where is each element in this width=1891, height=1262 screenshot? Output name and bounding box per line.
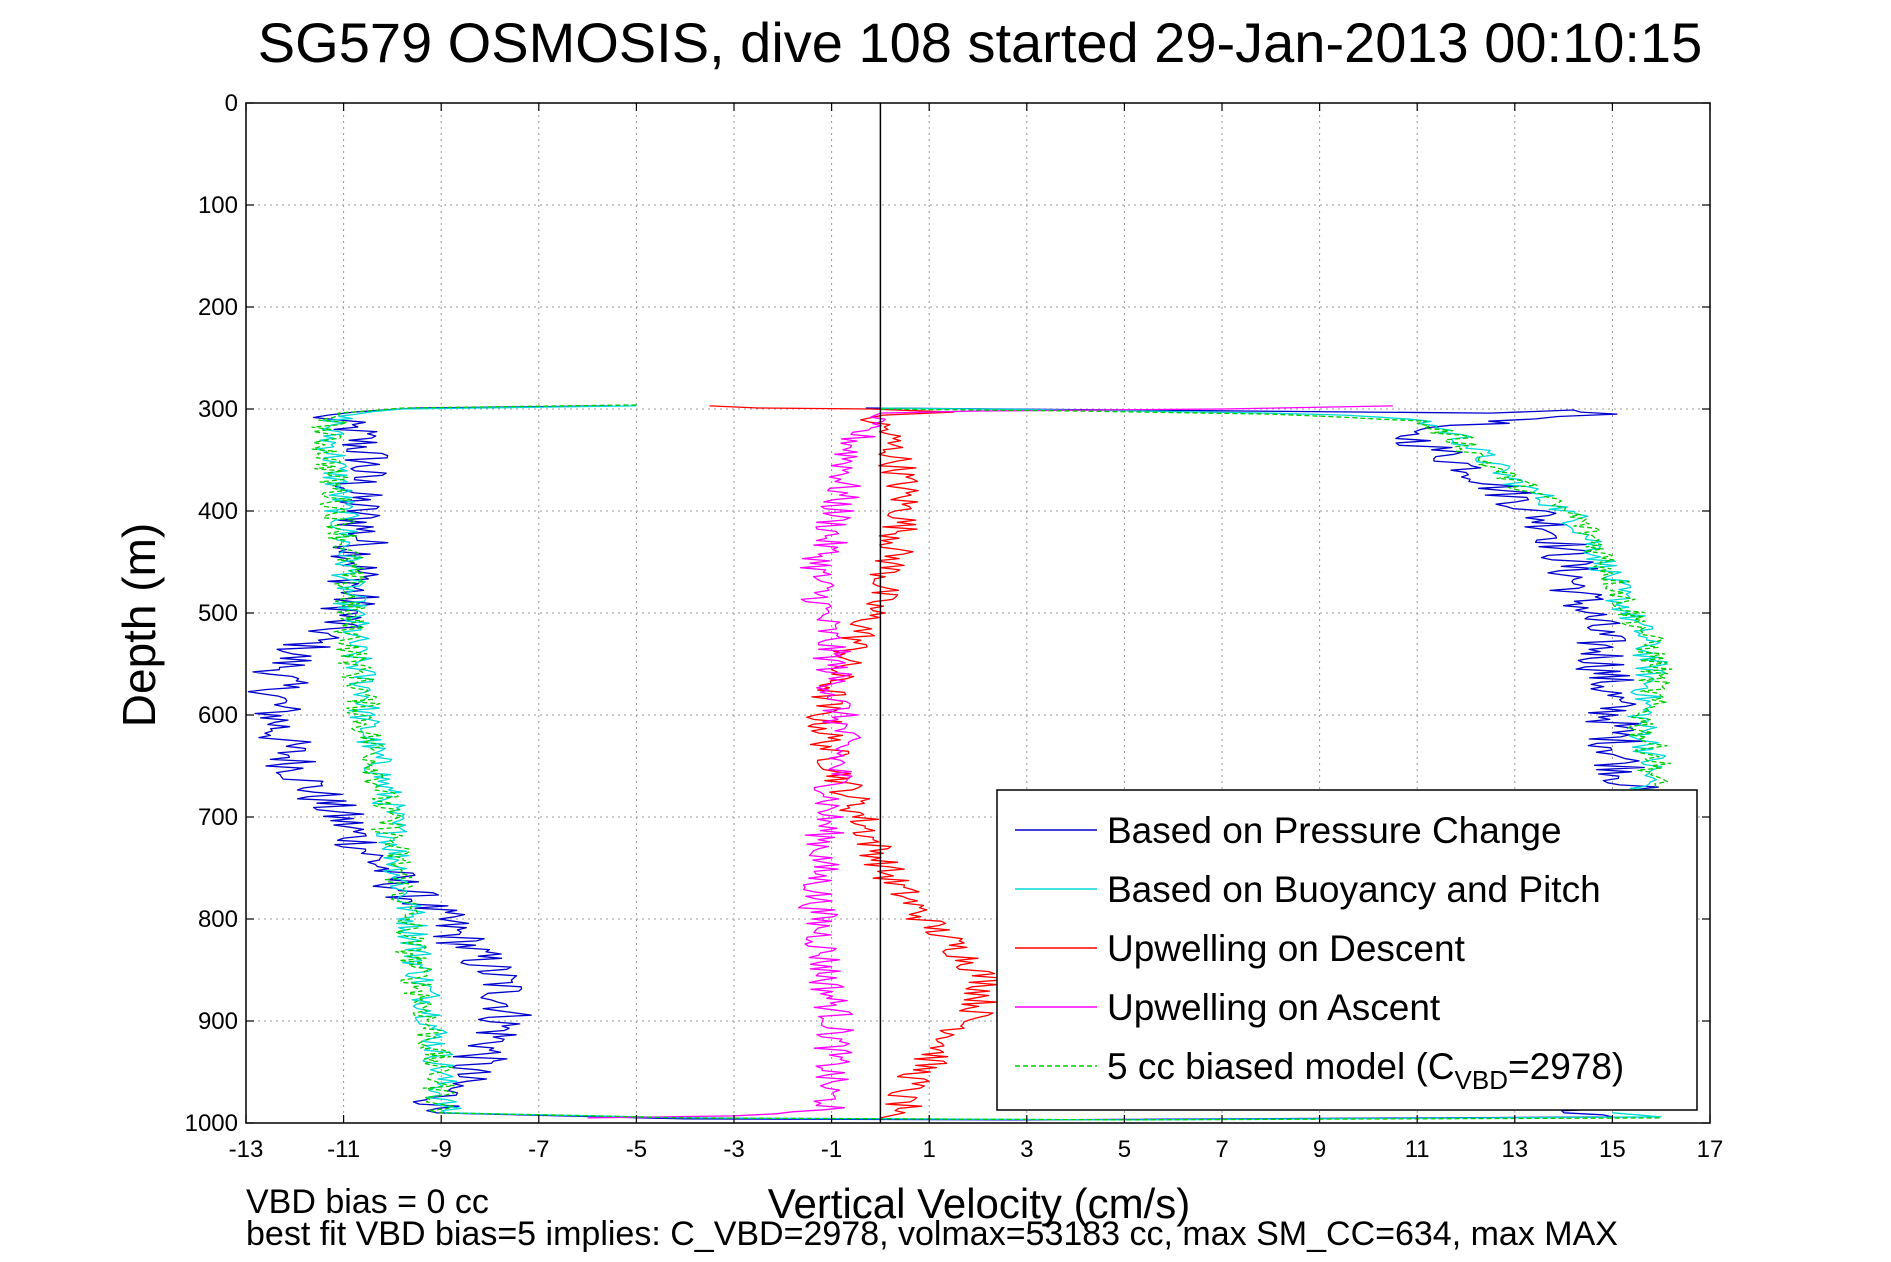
x-tick-label: 3 <box>1020 1136 1033 1163</box>
x-axis-label: Vertical Velocity (cm/s) <box>768 1180 1190 1227</box>
x-tick-label: 9 <box>1313 1136 1326 1163</box>
x-tick-label: 7 <box>1215 1136 1228 1163</box>
x-tick-label: 17 <box>1697 1136 1724 1163</box>
y-tick-label: 100 <box>198 192 238 219</box>
legend-box <box>996 789 1698 1111</box>
footnote-vbd-bias: VBD bias = 0 cc <box>246 1183 489 1221</box>
y-tick-label: 300 <box>198 396 238 423</box>
chart-title: SG579 OSMOSIS, dive 108 started 29-Jan-2… <box>258 11 1702 74</box>
series-line <box>709 405 1002 1119</box>
y-tick-label: 200 <box>198 294 238 321</box>
y-tick-label: 400 <box>198 498 238 525</box>
series-line <box>587 405 1393 1119</box>
footnote-best-fit: best fit VBD bias=5 implies: C_VBD=2978,… <box>246 1215 1618 1253</box>
y-tick-label: 0 <box>225 90 238 117</box>
y-tick-label: 1000 <box>185 1110 238 1137</box>
x-tick-label: -9 <box>431 1136 452 1163</box>
x-tick-label: -3 <box>723 1136 744 1163</box>
x-tick-label: -11 <box>327 1136 360 1163</box>
series-line <box>311 404 1662 1121</box>
x-tick-label: 11 <box>1405 1136 1430 1163</box>
x-tick-label: 13 <box>1501 1136 1528 1163</box>
y-axis-label: Depth (m) <box>113 523 165 727</box>
legend-entry: Based on Pressure Change <box>1107 810 1562 851</box>
x-tick-label: 1 <box>923 1136 936 1163</box>
y-tick-label: 800 <box>198 906 238 933</box>
legend-entry: Upwelling on Ascent <box>1107 987 1441 1028</box>
legend: Based on Pressure Change Based on Buoyanc… <box>996 789 1698 1111</box>
y-tick-label: 600 <box>198 702 238 729</box>
x-tick-label: -1 <box>821 1136 842 1163</box>
legend-entry: 5 cc biased model (CVBD=2978) <box>1107 1046 1624 1095</box>
y-tick-label: 500 <box>198 600 238 627</box>
legend-entry: Upwelling on Descent <box>1107 928 1466 969</box>
x-tick-label: -5 <box>626 1136 647 1163</box>
series-line <box>865 407 1660 793</box>
y-tick-label: 900 <box>198 1008 238 1035</box>
x-tick-label: 15 <box>1599 1136 1626 1163</box>
series-layer <box>247 404 1673 1121</box>
y-tick-label: 700 <box>198 804 238 831</box>
series-line <box>315 405 1662 1121</box>
series-line <box>880 408 1673 789</box>
x-tick-label: -7 <box>528 1136 549 1163</box>
y-axis-ticks: 0 100 200 300 400 500 600 700 800 900 1000 <box>185 90 1710 1137</box>
x-axis-ticks: -13 -11 -9 -7 -5 -3 -1 1 3 5 7 9 11 13 15 17 <box>229 103 1724 1163</box>
x-tick-label: -13 <box>229 1136 264 1163</box>
x-tick-label: 5 <box>1118 1136 1131 1163</box>
legend-entry: Based on Buoyancy and Pitch <box>1107 869 1601 910</box>
